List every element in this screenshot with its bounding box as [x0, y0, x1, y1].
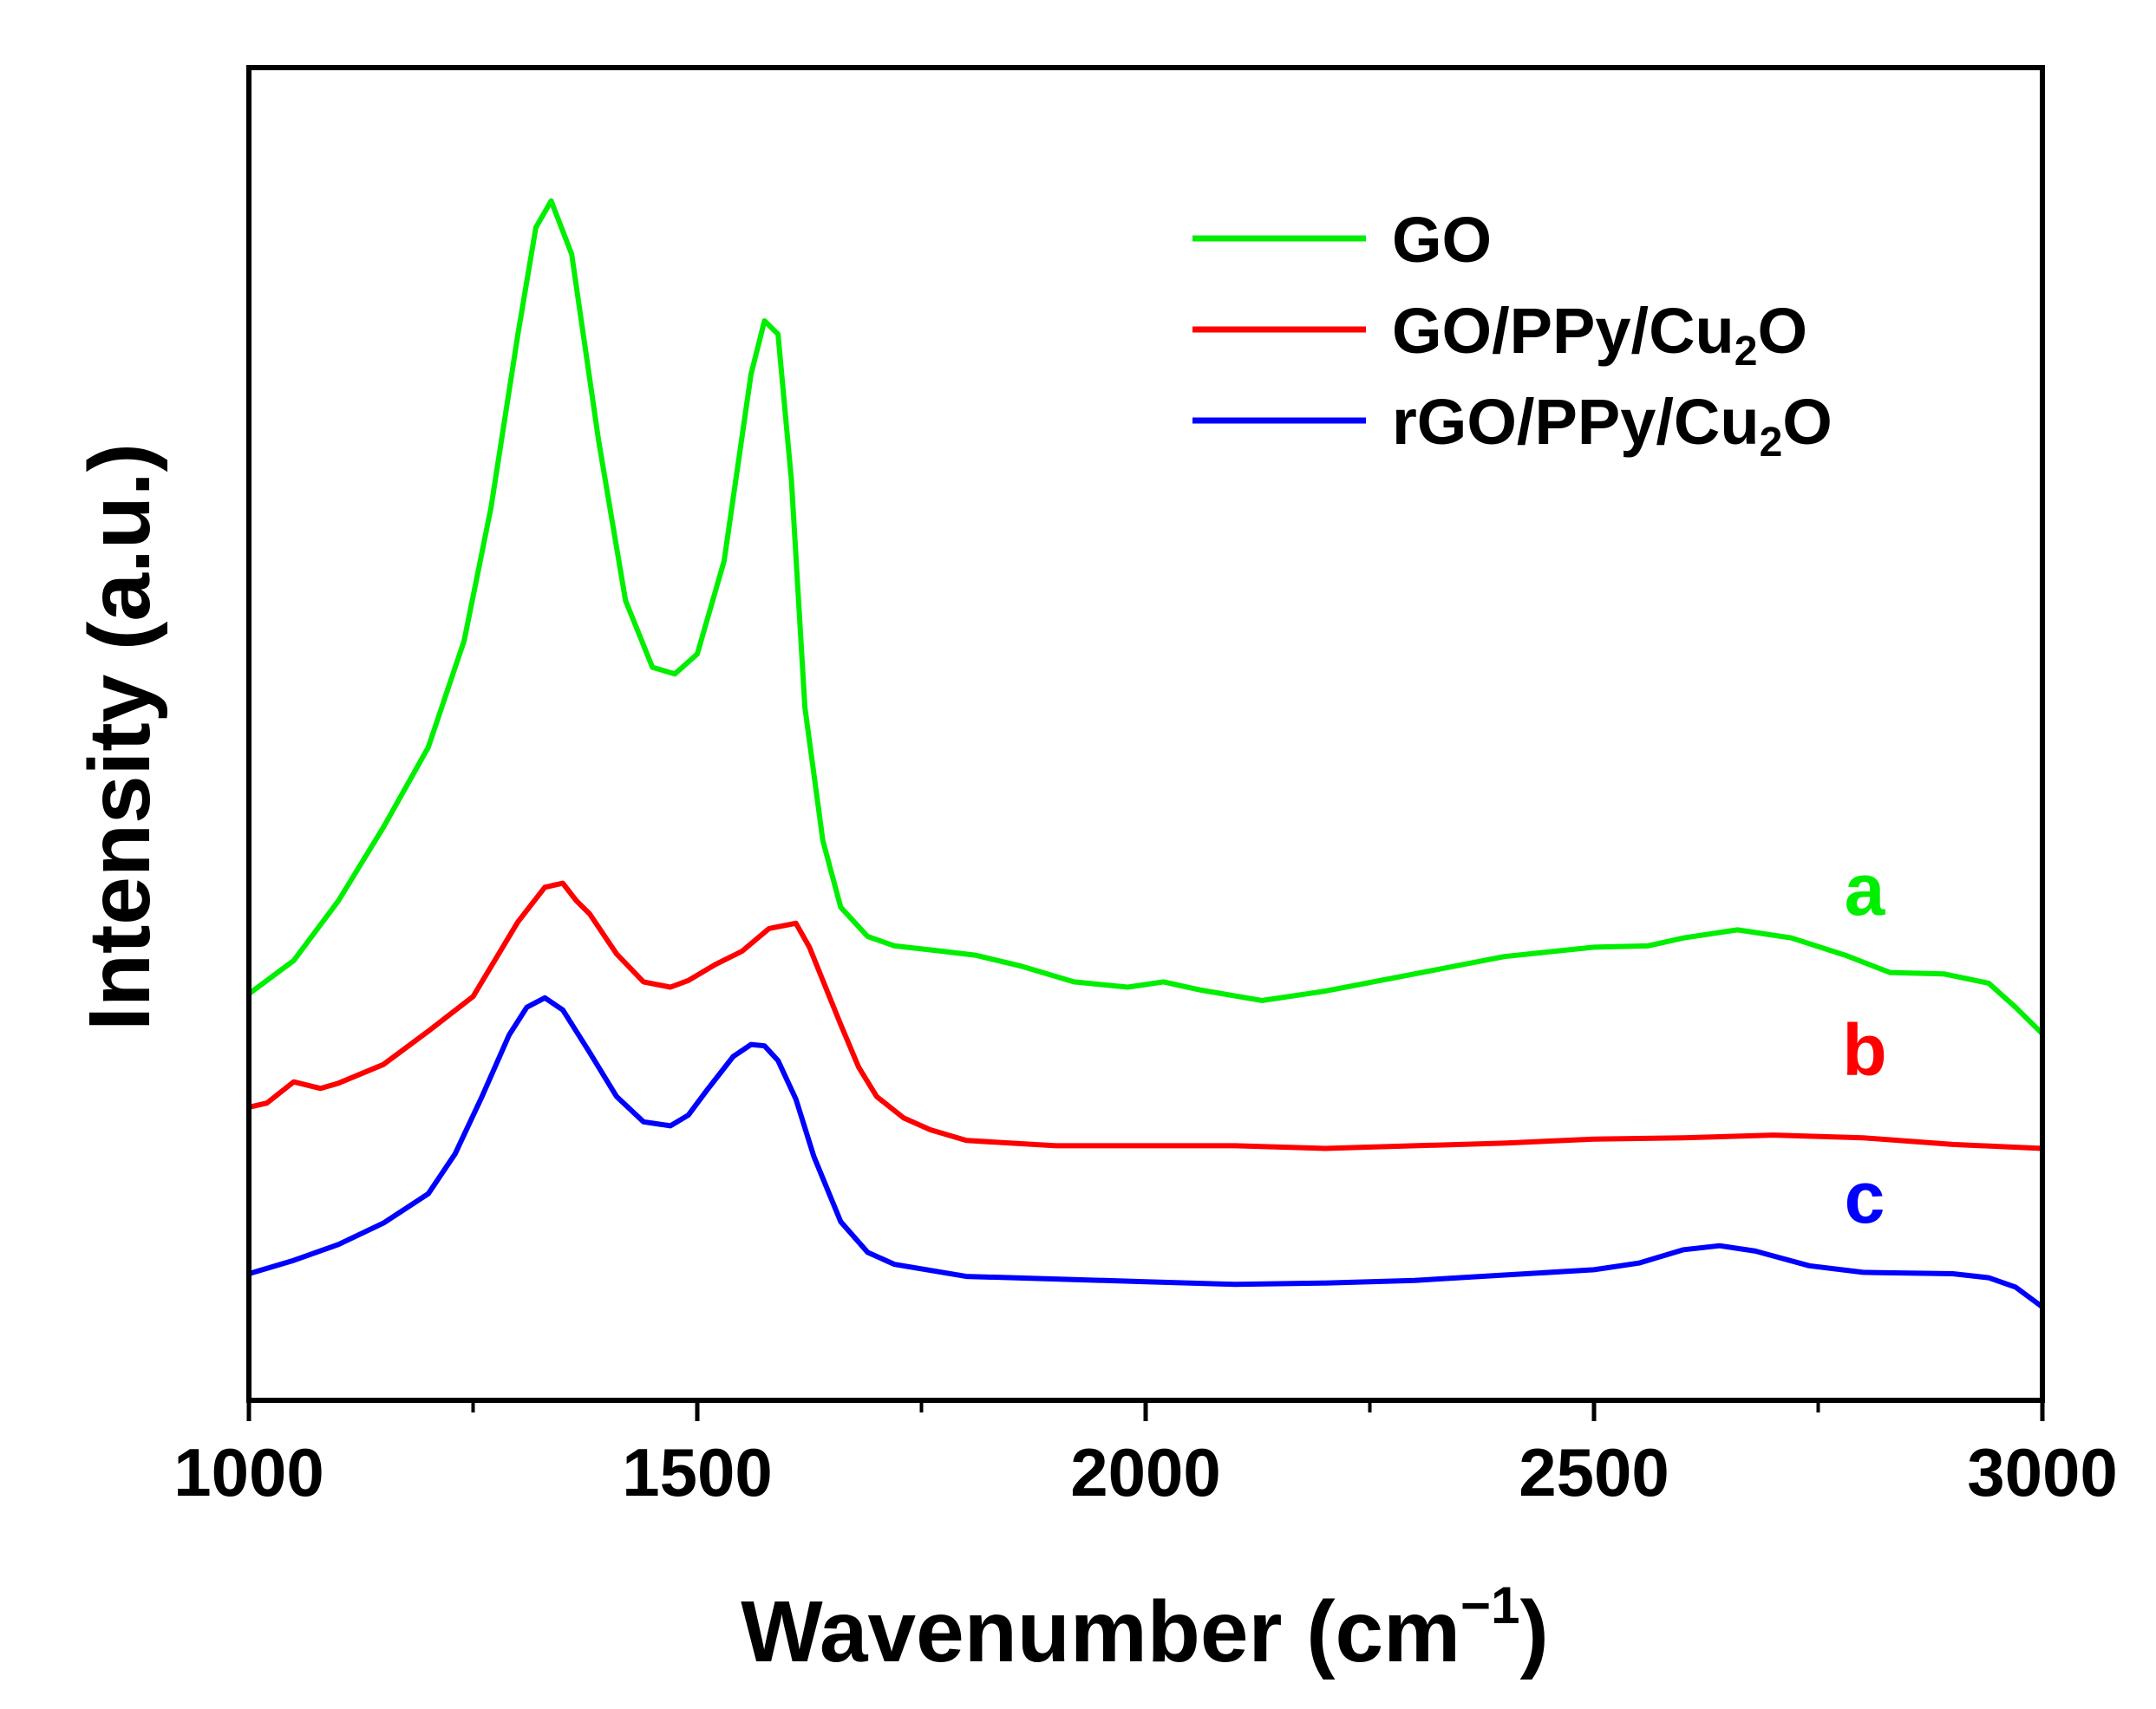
curve-label-b: b — [1842, 1009, 1886, 1091]
x-axis-title: Wavenumber (cm−1) — [741, 1576, 1549, 1680]
x-tick-label: 1000 — [173, 1434, 324, 1510]
curve-label-c: c — [1845, 1157, 1885, 1238]
legend-label: rGO/PPy/Cu2O — [1392, 386, 1833, 466]
series-layer — [246, 198, 2045, 1310]
x-tick-label: 2000 — [1070, 1434, 1221, 1510]
curve-labels: abc — [1842, 849, 1886, 1238]
series-line-a — [246, 198, 2045, 1037]
legend: GO GO/PPy/Cu2O rGO/PPy/Cu2O — [1192, 204, 1833, 466]
x-tick-labels: 1000 1500 2000 2500 3000 — [173, 1434, 2118, 1510]
x-tick-label: 3000 — [1967, 1434, 2118, 1510]
x-tick-label: 2500 — [1519, 1434, 1669, 1510]
tick-layer — [246, 1400, 2045, 1421]
curve-label-a: a — [1845, 849, 1886, 930]
legend-label: GO/PPy/Cu2O — [1392, 295, 1807, 375]
series-line-c — [246, 995, 2045, 1310]
legend-label: GO — [1392, 204, 1492, 276]
x-tick-label: 1500 — [622, 1434, 773, 1510]
y-axis-title: Intensity (a.u.) — [71, 443, 168, 1031]
series-line-b — [246, 880, 2045, 1151]
plot-frame — [246, 65, 2045, 1403]
